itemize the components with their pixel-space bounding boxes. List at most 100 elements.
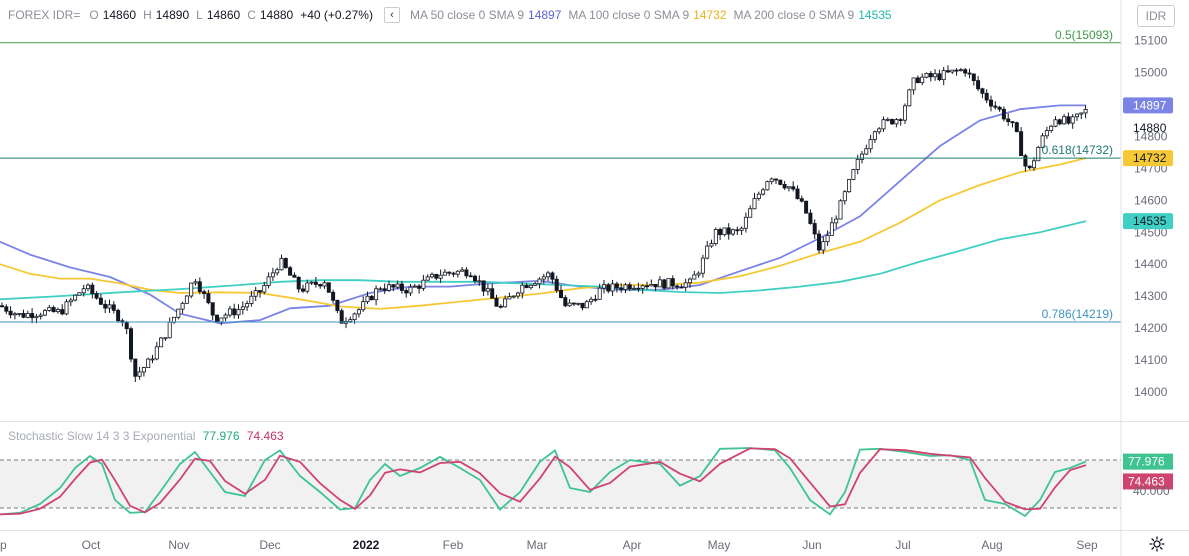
candle-body (718, 229, 723, 236)
fib-level-label: 0.5(15093) (1055, 28, 1113, 42)
candle-body (756, 193, 761, 200)
x-tick-label: 2022 (353, 538, 380, 552)
candle-body (817, 233, 822, 251)
candle-body (490, 288, 495, 299)
candle-body (236, 309, 241, 316)
price-tag-label: 14535 (1133, 214, 1167, 228)
currency-button[interactable]: IDR (1137, 5, 1175, 27)
candle-body (567, 302, 572, 307)
gear-icon[interactable] (1148, 535, 1166, 553)
candle-body (645, 285, 650, 288)
candle-body (412, 285, 417, 288)
candle-body (722, 227, 727, 236)
candle-body (150, 358, 155, 361)
candle-body (855, 159, 860, 170)
x-tick-label: May (708, 538, 731, 552)
candle-body (537, 278, 542, 285)
candle-body (270, 272, 275, 278)
candle-body (391, 284, 396, 288)
y-tick-label: 14200 (1134, 321, 1168, 335)
candle-body (417, 285, 422, 289)
candle-body (137, 371, 142, 377)
candle-body (1066, 116, 1071, 124)
candle-body (1032, 160, 1037, 169)
candle-body (520, 284, 525, 294)
candle-body (778, 179, 783, 185)
candle-body (683, 282, 688, 288)
symbol-label[interactable]: FOREX IDR= (8, 8, 81, 22)
stoch-d-tag-label: 74.463 (1128, 474, 1165, 488)
candle-body (1027, 165, 1032, 169)
candle-body (352, 313, 357, 321)
candle-body (666, 278, 671, 289)
candle-body (296, 276, 301, 290)
candle-body (1049, 125, 1054, 132)
candle-body (408, 286, 413, 294)
candle-body (21, 313, 26, 318)
candle-body (12, 313, 17, 316)
candle-body (847, 179, 852, 193)
candle-body (877, 128, 882, 133)
candle-body (868, 139, 873, 150)
candle-body (245, 303, 250, 308)
candle-body (971, 73, 976, 81)
candle-body (451, 272, 456, 275)
candle-body (739, 227, 744, 231)
candle-body (210, 302, 215, 316)
fib-level-label: 0.786(14219) (1042, 307, 1113, 321)
candle-body (864, 148, 869, 155)
candle-body (657, 279, 662, 288)
candle-body (154, 346, 159, 360)
chevron-left-icon[interactable]: ‹ (383, 7, 400, 23)
candle-body (283, 258, 288, 269)
price-tag-label: 14732 (1133, 151, 1167, 165)
candle-body (103, 303, 108, 309)
candle-body (1014, 122, 1019, 133)
candle-body (589, 298, 594, 303)
candle-body (464, 269, 469, 277)
candle-body (86, 284, 91, 290)
candle-body (692, 274, 697, 280)
candle-body (541, 276, 546, 280)
candle-body (90, 284, 95, 295)
candle-body (688, 278, 693, 284)
candle-body (184, 295, 189, 304)
ma100-label[interactable]: MA 100 close 0 SMA 9 (568, 8, 690, 22)
candle-body (438, 274, 443, 279)
candle-body (292, 274, 297, 278)
ma200-label[interactable]: MA 200 close 0 SMA 9 (733, 8, 855, 22)
candle-body (399, 283, 404, 291)
candle-body (593, 298, 598, 301)
candle-body (227, 308, 232, 316)
candle-body (812, 223, 817, 235)
candle-body (455, 270, 460, 275)
candle-body (954, 69, 959, 72)
candle-body (146, 358, 151, 368)
candle-body (494, 297, 499, 307)
candle-body (313, 281, 318, 285)
candle-body (903, 105, 908, 121)
candle-body (128, 328, 133, 360)
candle-body (946, 70, 951, 73)
candle-body (769, 178, 774, 183)
candle-body (64, 301, 69, 315)
ma50-label[interactable]: MA 50 close 0 SMA 9 (409, 8, 525, 22)
candle-body (266, 276, 271, 286)
candle-body (834, 218, 839, 224)
candle-body (309, 281, 314, 284)
candle-body (214, 314, 219, 323)
candle-body (1079, 112, 1084, 115)
candle-body (503, 298, 508, 308)
candle-body (709, 243, 714, 247)
candle-body (696, 272, 701, 276)
candle-body (98, 297, 103, 305)
candle-body (546, 272, 551, 278)
candle-body (34, 315, 39, 319)
stochastic-label[interactable]: Stochastic Slow 14 3 3 Exponential (8, 429, 196, 443)
candle-body (528, 284, 533, 289)
candle-body (331, 291, 336, 301)
price-tag (1123, 213, 1173, 230)
candle-body (533, 283, 538, 286)
candle-body (786, 186, 791, 189)
